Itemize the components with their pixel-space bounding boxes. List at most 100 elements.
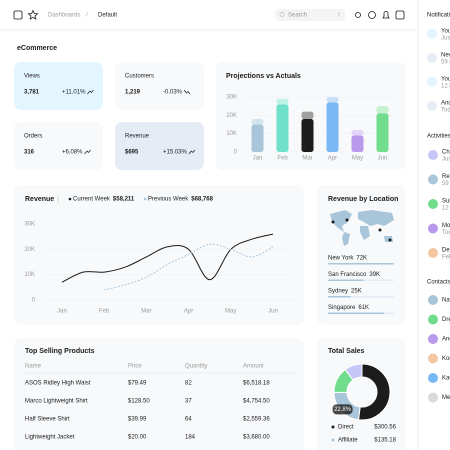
stat-value: 1,219 bbox=[125, 90, 141, 96]
table-header: Amount bbox=[243, 364, 264, 370]
table-title: Top Selling Products bbox=[25, 348, 95, 355]
panel-toggle[interactable] bbox=[395, 10, 405, 20]
table-cell: $3,680.00 bbox=[243, 435, 270, 441]
x-tick-label: Mar bbox=[141, 309, 151, 315]
contact-name[interactable]: Andi Lane bbox=[442, 337, 450, 343]
notification-text[interactable]: You have a bug that needs... bbox=[441, 77, 450, 83]
activity-avatar bbox=[428, 150, 438, 160]
activity-avatar bbox=[428, 223, 438, 234]
table-cell: $2,559.36 bbox=[243, 417, 270, 423]
notification-text[interactable]: You have a bug that needs... bbox=[441, 29, 450, 35]
contact-name[interactable]: Melody Macy bbox=[442, 395, 450, 401]
x-tick-label: May bbox=[225, 309, 236, 315]
location-name: New York bbox=[328, 256, 354, 262]
history-icon[interactable] bbox=[368, 11, 376, 19]
contact-name[interactable]: Kate Morrison bbox=[442, 376, 450, 382]
x-tick-label: Feb bbox=[277, 156, 288, 162]
legend-label: Direct bbox=[338, 425, 354, 431]
notification-text[interactable]: New user registered bbox=[441, 53, 450, 59]
location-value: 72K bbox=[356, 256, 367, 262]
table-cell: Lightweight Jacket bbox=[25, 435, 75, 441]
table-cell: 64 bbox=[185, 417, 192, 423]
table-cell: 82 bbox=[185, 381, 192, 387]
table-cell: ASOS Ridley High Waist bbox=[25, 381, 91, 387]
location-markers bbox=[331, 218, 392, 242]
bar bbox=[326, 97, 339, 103]
contact-avatar bbox=[428, 392, 438, 403]
stat-value: 316 bbox=[24, 150, 35, 156]
breadcrumb[interactable]: Default bbox=[98, 13, 117, 19]
page-title: eCommerce bbox=[17, 45, 57, 52]
line bbox=[61, 233, 274, 283]
stat-change: -0.03% bbox=[163, 90, 183, 96]
theme-icon[interactable] bbox=[355, 12, 361, 18]
bell-icon[interactable] bbox=[382, 11, 390, 19]
bar bbox=[301, 111, 314, 119]
star-icon[interactable] bbox=[27, 9, 39, 20]
bar bbox=[326, 102, 339, 152]
sidebar-toggle[interactable] bbox=[13, 10, 23, 20]
stat-label: Orders bbox=[24, 134, 42, 140]
x-tick-label: May bbox=[352, 156, 363, 162]
contact-name[interactable]: Natali Craig bbox=[442, 298, 450, 304]
location-value: 39K bbox=[369, 272, 380, 278]
x-tick-label: Apr bbox=[328, 156, 337, 162]
search-placeholder: Search bbox=[288, 13, 307, 19]
bar bbox=[251, 124, 264, 152]
activity-text[interactable]: Deleted a page in Project X. bbox=[442, 248, 450, 254]
bar bbox=[276, 104, 289, 152]
stat-change: +11.01% bbox=[62, 90, 86, 96]
notification-time: Just now bbox=[441, 36, 450, 42]
stat-label: Customers bbox=[125, 74, 154, 80]
contact-avatar bbox=[428, 373, 438, 383]
notification-time: Today, 11:59 AM bbox=[441, 108, 450, 114]
stat-value: $695 bbox=[125, 150, 139, 156]
contact-name[interactable]: Koray Okumus bbox=[442, 356, 450, 362]
activity-text[interactable]: Released a new version. bbox=[442, 174, 450, 180]
activity-text[interactable]: Changed the style. bbox=[442, 150, 450, 156]
search-box[interactable] bbox=[275, 9, 345, 21]
y-tick-label: 20K bbox=[24, 247, 35, 253]
activity-text[interactable]: Modified A data in Page X. bbox=[442, 223, 450, 229]
bar bbox=[376, 113, 389, 152]
legend-dot bbox=[68, 197, 72, 201]
table-cell: Half Sleeve Shirt bbox=[25, 417, 70, 423]
activity-avatar bbox=[428, 199, 438, 209]
location-name: Singapore bbox=[328, 305, 356, 311]
bar bbox=[301, 119, 314, 152]
notification-text[interactable]: Andi Lane subscribed to you bbox=[441, 101, 450, 107]
activity-text[interactable]: Submitted a bug. bbox=[442, 199, 450, 205]
trend-icon bbox=[87, 89, 94, 95]
location-name: San Francisco bbox=[328, 272, 367, 278]
notification-icon bbox=[427, 77, 437, 87]
table-cell: $4,754.50 bbox=[243, 399, 270, 405]
stat-card bbox=[14, 62, 103, 110]
legend-label: Previous Week bbox=[148, 197, 189, 203]
world-map bbox=[330, 210, 394, 246]
activity-time: 59 minutes ago bbox=[442, 181, 450, 187]
x-tick-label: Jun bbox=[378, 156, 388, 162]
activity-avatar bbox=[428, 174, 438, 185]
table-cell: 184 bbox=[185, 435, 196, 441]
legend-amount: $68,768 bbox=[191, 197, 213, 203]
activity-time: 12 hours ago bbox=[442, 206, 450, 212]
contact-avatar bbox=[428, 295, 438, 305]
table-cell: $128.50 bbox=[128, 399, 150, 405]
contact-name[interactable]: Drew Cano bbox=[442, 317, 450, 323]
x-tick-label: Mar bbox=[302, 156, 312, 162]
notification-icon bbox=[427, 29, 437, 39]
activity-avatar bbox=[428, 248, 438, 258]
trend-icon bbox=[188, 149, 196, 155]
breadcrumb[interactable]: Dashboards bbox=[48, 13, 80, 19]
bar bbox=[251, 119, 264, 125]
contact-avatar bbox=[428, 334, 438, 344]
stat-card bbox=[115, 62, 204, 110]
donut-segment bbox=[344, 363, 363, 381]
legend-amount: $300.56 bbox=[374, 425, 396, 431]
table-cell: $20.00 bbox=[128, 435, 147, 441]
bar bbox=[351, 135, 364, 152]
chart-card bbox=[317, 338, 406, 450]
progress-bar bbox=[328, 296, 351, 298]
chart-card bbox=[14, 185, 304, 325]
